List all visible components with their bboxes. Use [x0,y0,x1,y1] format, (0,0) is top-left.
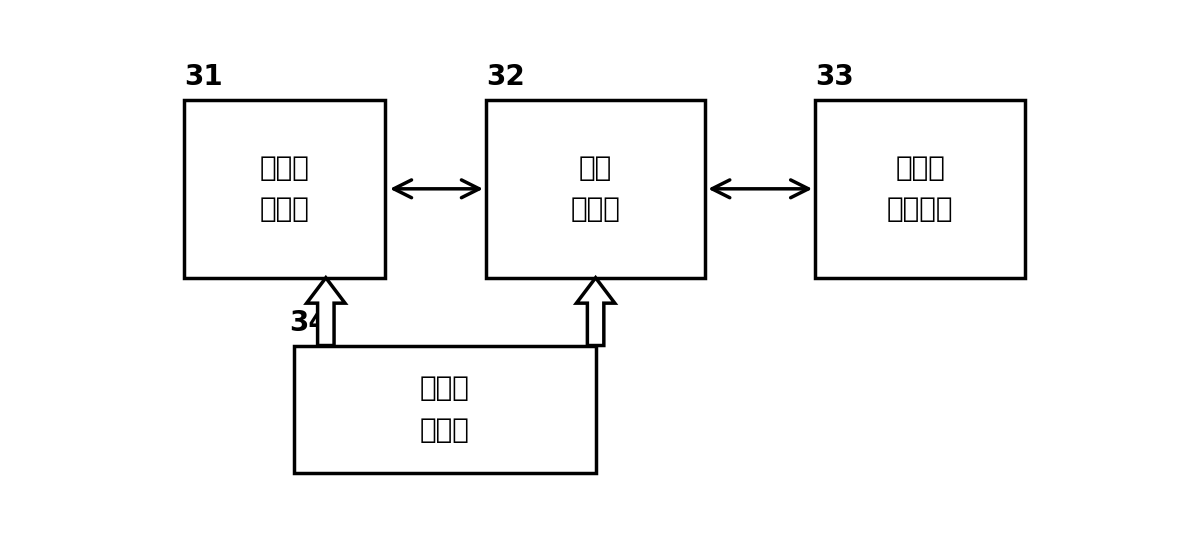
Text: 上位机
通讯模块: 上位机 通讯模块 [887,154,953,223]
Text: 第二
处理器: 第二 处理器 [571,154,621,223]
Bar [486,100,706,278]
Text: 34: 34 [289,309,328,337]
Polygon shape [307,278,345,345]
Text: 第二电
源模块: 第二电 源模块 [420,375,470,444]
Bar [815,100,1025,278]
Text: 31: 31 [184,63,223,91]
Bar [184,100,385,278]
Bar [294,345,596,472]
Polygon shape [576,278,615,345]
Text: 32: 32 [486,63,525,91]
Text: 无线接
收模块: 无线接 收模块 [260,154,309,223]
Text: 33: 33 [815,63,854,91]
